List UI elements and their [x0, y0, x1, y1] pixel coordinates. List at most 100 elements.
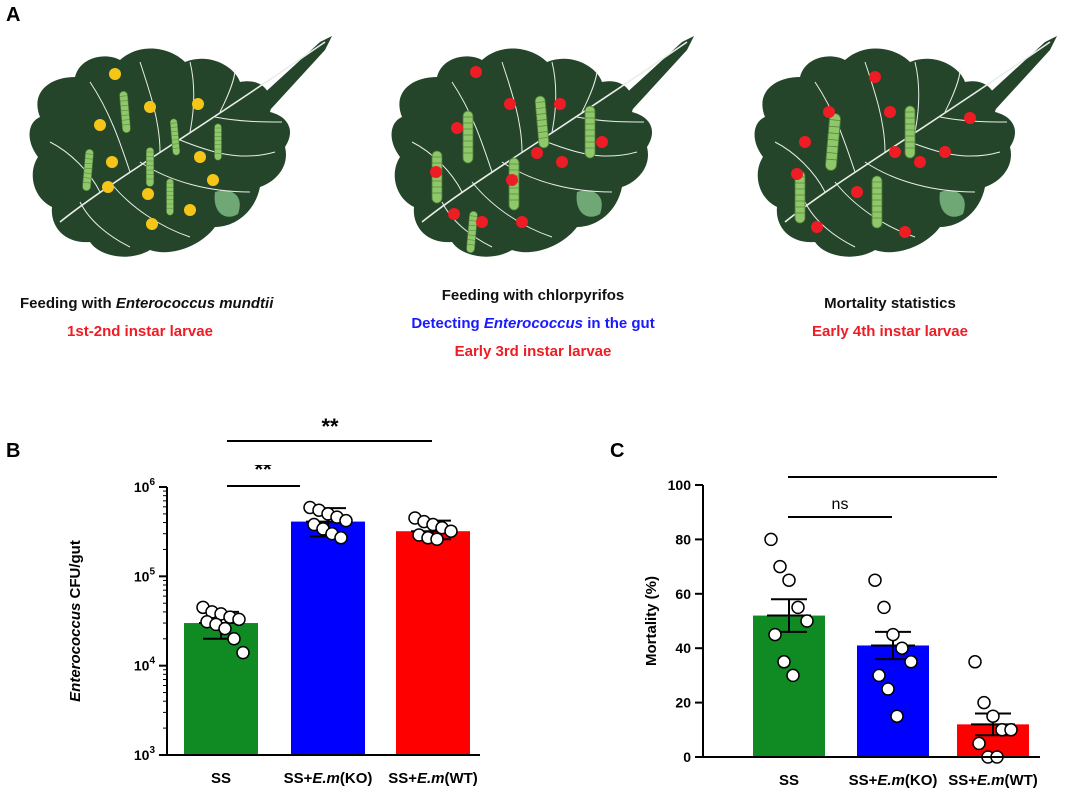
data-point: [877, 600, 891, 615]
larva-segment: [535, 107, 546, 109]
leaf-vein: [551, 61, 557, 133]
larva: [794, 170, 806, 224]
larva-segment: [535, 101, 546, 103]
bacteria-dot: [506, 174, 518, 186]
data-point: [227, 632, 241, 646]
bacteria-dot: [109, 68, 121, 80]
larva-segment: [120, 100, 129, 102]
larva-body: [534, 95, 550, 149]
data-point: [800, 614, 814, 628]
larva-segment: [85, 153, 94, 155]
larva-segment: [828, 125, 840, 128]
data-point: [890, 709, 904, 723]
x-tick-label: SS: [211, 770, 231, 787]
larva: [871, 175, 883, 229]
y-tick-label: 20: [675, 695, 691, 711]
bar-2: [857, 645, 929, 757]
leaf-illustration-2: [391, 36, 694, 257]
tick-exponent: 4: [149, 656, 155, 667]
panel-label-a: A: [6, 4, 21, 26]
larva-segment: [537, 125, 548, 127]
chart-b-top-bracket: **: [227, 414, 432, 442]
data-point: [968, 655, 982, 669]
larva-segment: [83, 172, 92, 174]
data-point: [430, 532, 444, 547]
bar-1: [753, 615, 825, 757]
larva: [466, 210, 478, 254]
y-tick-label: 105: [134, 566, 156, 584]
y-tick-label: 60: [675, 586, 691, 602]
stage-3-line-1: Mortality statistics: [824, 295, 956, 312]
bacteria-dot: [554, 98, 566, 110]
larva-body: [82, 148, 94, 192]
larva-segment: [468, 220, 477, 222]
data-point: [872, 668, 886, 683]
larva: [904, 105, 916, 159]
bacteria-dot: [964, 112, 976, 124]
leaf-vein: [441, 201, 493, 248]
leaf-illustration-3: [754, 36, 1057, 257]
stage-3-caption: Mortality statistics Early 4th instar la…: [790, 294, 990, 342]
x-label-italic: E.m: [417, 770, 445, 787]
bacteria-dot: [146, 218, 158, 230]
larva-segment: [468, 229, 477, 231]
larva-segment: [827, 139, 839, 141]
leaf-vein: [576, 116, 645, 123]
leaf-vein: [219, 69, 236, 113]
y-tick-label: 100: [668, 477, 692, 493]
larva-segment: [120, 105, 129, 107]
y-tick-label: 0: [683, 749, 691, 765]
x-label-part: SS+: [948, 772, 977, 789]
larva-segment: [82, 182, 91, 184]
larva-segment: [536, 119, 547, 121]
panel-label-c: C: [610, 440, 625, 462]
larva-segment: [827, 145, 839, 148]
leaf-vein: [109, 181, 191, 238]
y-axis-label: Mortality (%): [643, 576, 660, 666]
data-point: [232, 612, 246, 627]
x-label-part: SS+: [849, 772, 878, 789]
larva-segment: [171, 135, 179, 137]
leaf-stem: [939, 190, 965, 217]
larva-body: [166, 178, 174, 216]
data-point: [1004, 723, 1018, 737]
leaf-vein: [864, 161, 976, 193]
bacteria-dot: [207, 174, 219, 186]
data-point: [881, 682, 895, 696]
larva: [145, 147, 155, 187]
leaf-vein: [451, 81, 493, 173]
tick-base: 10: [134, 568, 150, 584]
data-point: [782, 573, 796, 587]
larva-body: [871, 175, 883, 229]
leaf-vein: [79, 201, 131, 248]
larva: [462, 110, 474, 164]
x-label-part: (WT): [444, 770, 477, 787]
significance-label: **: [254, 465, 272, 482]
larva-segment: [829, 119, 841, 121]
bacteria-dot: [791, 168, 803, 180]
leaf-vein: [914, 61, 920, 133]
leaf-vein: [189, 61, 195, 133]
larva-body: [169, 118, 181, 156]
x-tick-label: SS+E.m(KO): [284, 770, 373, 787]
leaf-vein: [214, 116, 283, 123]
x-label-part: (KO): [340, 770, 373, 787]
leaf-stem: [576, 190, 602, 217]
data-point: [786, 668, 800, 683]
y-tick-label: 104: [134, 656, 156, 674]
x-label-part: SS: [779, 772, 799, 789]
larva-segment: [828, 132, 840, 135]
larva-segment: [537, 131, 548, 133]
stage-2-line-3: Early 3rd instar larvae: [454, 343, 612, 360]
larva-segment: [826, 152, 838, 154]
larva-segment: [172, 143, 180, 145]
larva-body: [145, 147, 155, 187]
data-point: [768, 627, 782, 642]
larva-body: [214, 123, 222, 161]
bacteria-dot: [451, 122, 463, 134]
stage-1-line-2: 1st-2nd instar larvae: [67, 323, 213, 340]
larva: [169, 118, 181, 156]
bacteria-dot: [531, 147, 543, 159]
larva-segment: [84, 158, 93, 160]
y-tick-label: 80: [675, 531, 691, 547]
